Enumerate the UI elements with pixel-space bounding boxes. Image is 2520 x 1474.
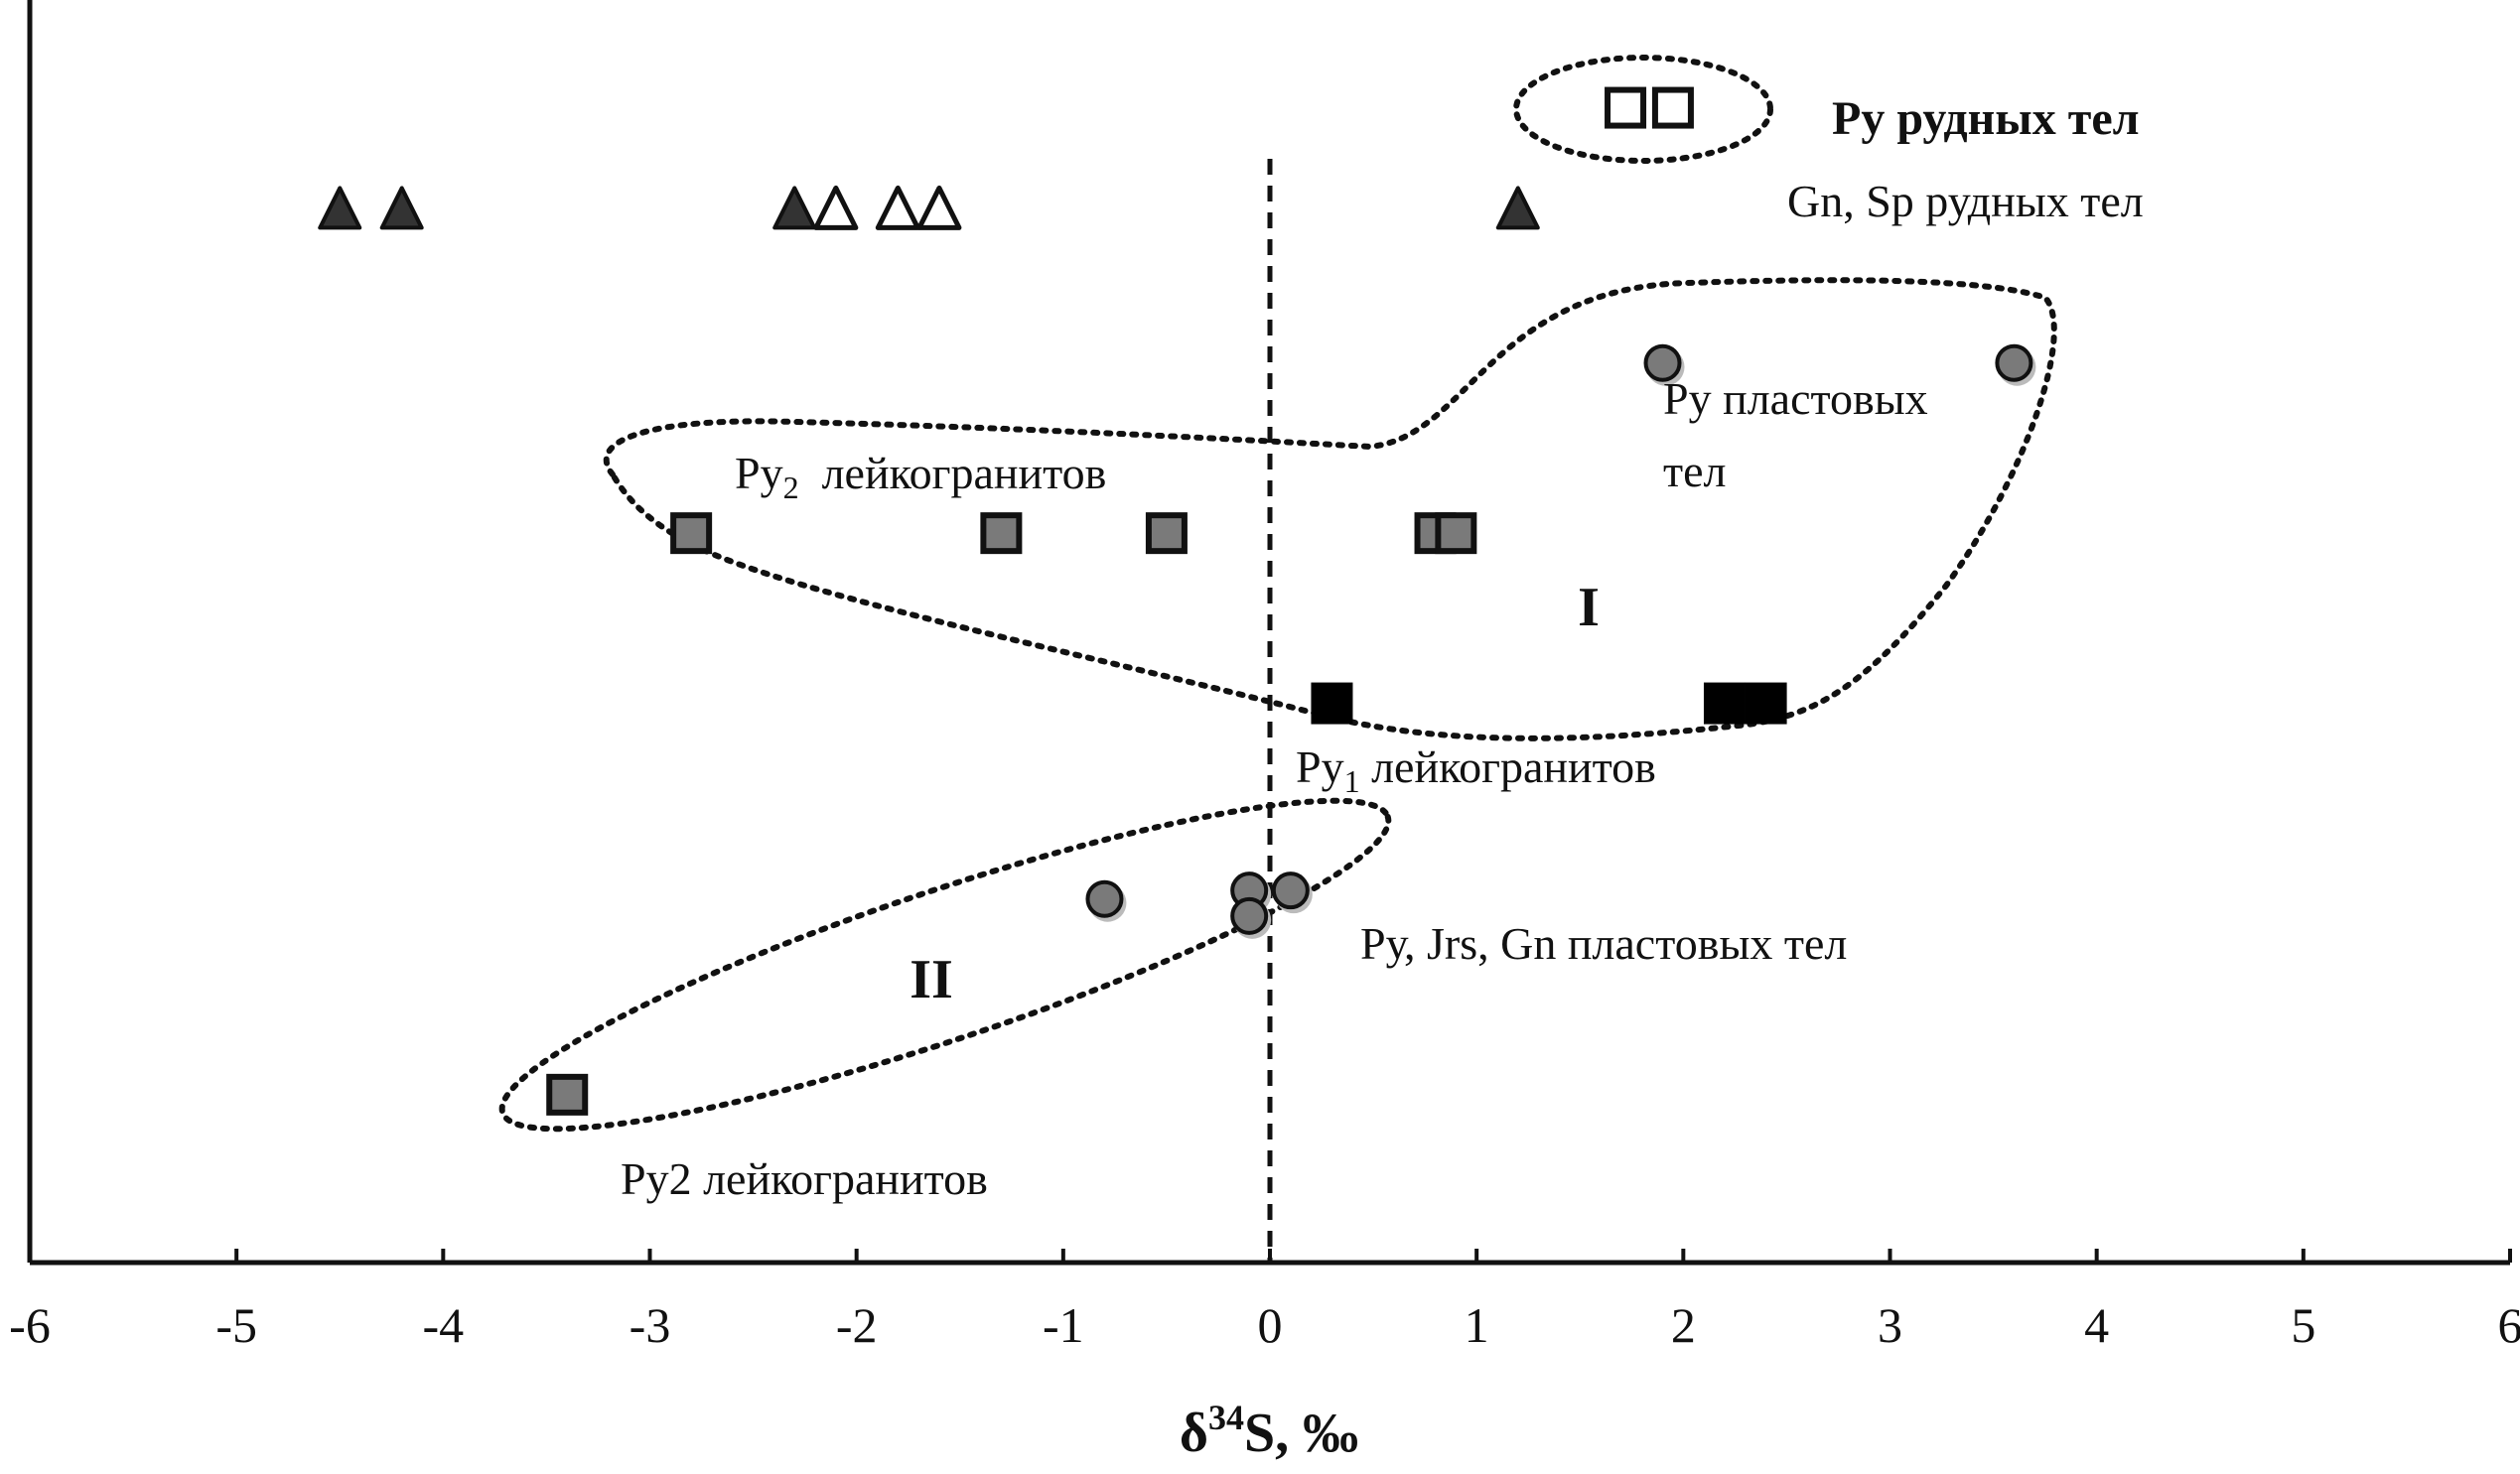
marker-circle-grey xyxy=(1230,896,1269,935)
x-tick-label: 4 xyxy=(2084,1297,2109,1353)
marker-triangle-open xyxy=(916,185,962,230)
marker-circle-grey xyxy=(1085,879,1124,918)
group-I-outline xyxy=(603,277,2057,741)
label-ore-py: Ру рудных тел xyxy=(1832,92,2140,145)
x-tick-label: 3 xyxy=(1878,1297,1902,1353)
marker-circle-grey xyxy=(1995,343,2033,382)
label-ore-gn-sp: Gn, Sp рудных тел xyxy=(1787,176,2144,226)
x-axis-ticks: -6 -5 -4 -3 -2 -1 0 1 2 3 4 5 6 xyxy=(9,1249,2520,1353)
x-tick-label: -2 xyxy=(836,1297,878,1353)
x-tick-label: 5 xyxy=(2291,1297,2315,1353)
x-tick-label: -4 xyxy=(423,1297,465,1353)
group-I-label: I xyxy=(1578,577,1600,638)
group-II-outline xyxy=(498,797,1392,1133)
marker-circle-grey xyxy=(1643,343,1682,382)
label-py2-prefix: Ру xyxy=(735,448,783,498)
x-tick-label: 1 xyxy=(1465,1297,1489,1353)
label-strat-py-2: тел xyxy=(1663,446,1726,496)
x-axis-title: δ34S, ‰ xyxy=(1180,1398,1358,1464)
label-py1-prefix: Ру xyxy=(1296,741,1344,792)
x-axis-title-delta: δ xyxy=(1180,1403,1208,1464)
label-py1-suffix: лейкогранитов xyxy=(1360,741,1656,792)
marker-circle-grey xyxy=(1271,871,1310,910)
marker-triangle-open xyxy=(813,185,859,230)
label-strat-mix: Ру, Jrs, Gn пластовых тел xyxy=(1360,918,1847,969)
x-tick-label: -6 xyxy=(9,1297,51,1353)
label-py2-leucogranites: Ру2 лейкогранитов xyxy=(735,448,1106,505)
group-II-label: II xyxy=(910,949,953,1010)
label-py2-lower: Ру2 лейкогранитов xyxy=(621,1153,988,1204)
marker-square-grey xyxy=(1435,512,1477,555)
x-axis-title-superscript: 34 xyxy=(1208,1398,1244,1437)
label-strat-py-1: Ру пластовых xyxy=(1663,373,1928,424)
marker-square-black xyxy=(1311,682,1353,725)
marker-square-grey xyxy=(980,512,1023,555)
marker-square-grey xyxy=(1145,512,1188,555)
x-axis-title-rest: S, ‰ xyxy=(1244,1403,1358,1464)
label-py1-leucogranites: Ру1 лейкогранитов xyxy=(1296,741,1656,799)
data-markers xyxy=(318,86,2036,1116)
ore-py-outline xyxy=(1513,55,1773,164)
x-tick-label: 6 xyxy=(2498,1297,2520,1353)
marker-square-black xyxy=(1703,682,1746,725)
label-py2-subscript: 2 xyxy=(783,469,799,505)
x-tick-label: -5 xyxy=(215,1297,257,1353)
marker-square-black xyxy=(1745,682,1787,725)
marker-square-open xyxy=(1605,86,1647,129)
label-py1-subscript: 1 xyxy=(1344,763,1360,799)
label-py2-suffix: лейкогранитов xyxy=(799,448,1107,498)
x-tick-label: 0 xyxy=(1258,1297,1283,1353)
x-tick-label: 2 xyxy=(1671,1297,1696,1353)
marker-triangle-open xyxy=(875,185,920,230)
marker-triangle-filled xyxy=(1495,186,1540,230)
marker-triangle-filled xyxy=(379,186,424,230)
marker-triangle-filled xyxy=(318,186,362,230)
marker-square-open xyxy=(1651,86,1694,129)
x-tick-label: -1 xyxy=(1043,1297,1084,1353)
x-tick-label: -3 xyxy=(630,1297,671,1353)
marker-square-grey xyxy=(670,512,713,555)
marker-triangle-filled xyxy=(772,186,817,230)
marker-square-grey xyxy=(546,1073,589,1116)
